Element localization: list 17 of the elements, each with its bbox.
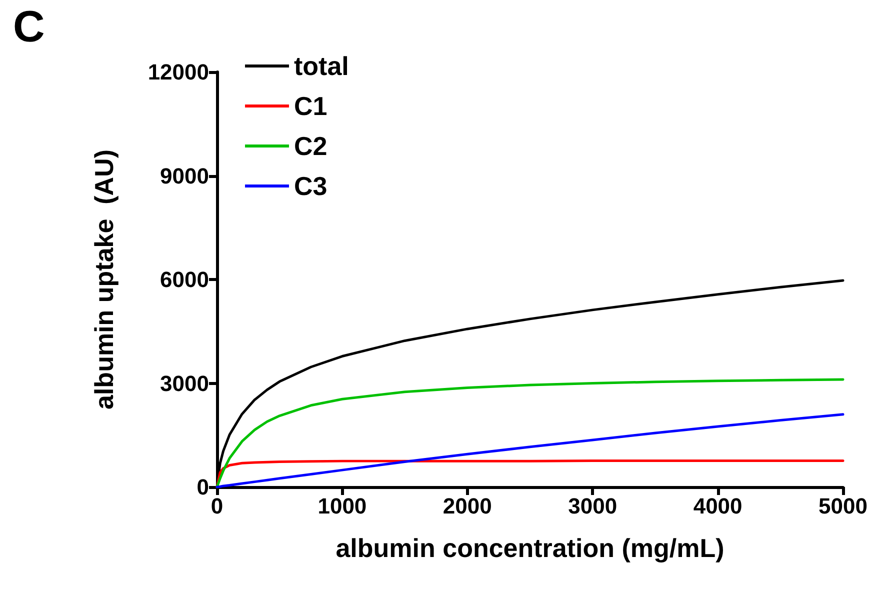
y-tick-label: 12000 [148,60,209,84]
x-tick-label: 1000 [318,494,367,518]
x-tick-label: 2000 [442,494,492,518]
x-tick-label: 4000 [693,494,742,518]
chart-title: C [13,2,45,52]
legend-label: C3 [294,171,328,201]
legend-label: C2 [294,131,328,161]
legend-label: C1 [294,91,328,121]
y-tick-label: 3000 [160,370,209,396]
legend-label: total [294,51,349,81]
y-tick-label: 0 [196,474,209,500]
x-axis-title: albumin concentration (mg/mL) [336,533,724,563]
y-tick-label: 6000 [160,267,209,292]
y-tick-label: 9000 [160,163,209,188]
x-tick-label: 5000 [818,494,868,518]
y-axis-title: albumin uptake (AU) [89,149,119,410]
x-tick-label: 3000 [568,494,618,518]
